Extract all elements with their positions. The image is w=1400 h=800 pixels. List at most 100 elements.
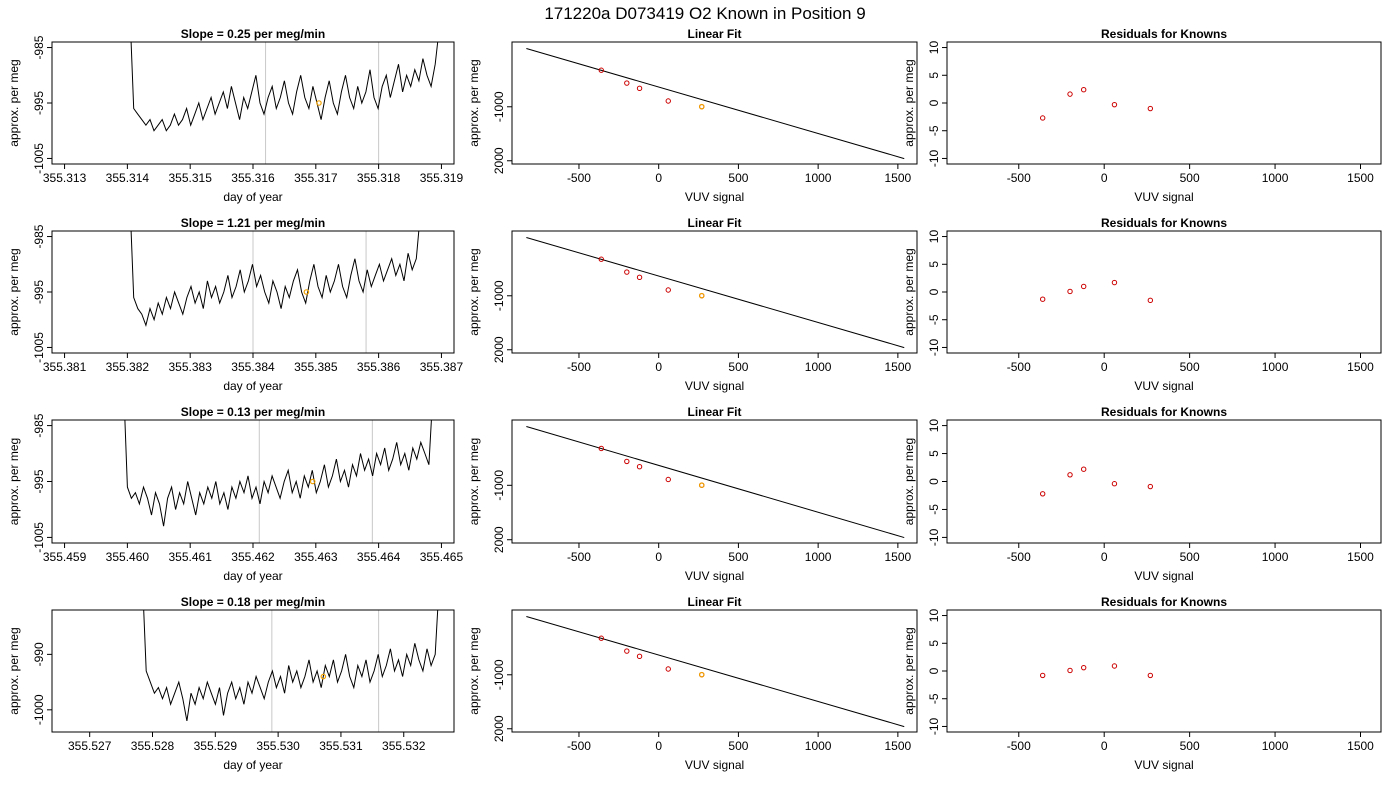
known-data-point bbox=[665, 98, 671, 104]
data-trace-line bbox=[130, 42, 439, 132]
x-axis-label: VUV signal bbox=[685, 190, 744, 204]
x-tick-label: 355.462 bbox=[231, 550, 275, 564]
x-tick-label: 1000 bbox=[805, 550, 832, 564]
x-tick-label: 355.313 bbox=[43, 171, 87, 185]
y-tick-label: 2000 bbox=[492, 336, 506, 363]
highlighted-point bbox=[316, 100, 322, 106]
x-tick-label: 355.319 bbox=[420, 171, 464, 185]
y-tick-label: -995 bbox=[32, 469, 46, 493]
x-tick-label: 355.532 bbox=[382, 739, 426, 753]
highlighted-point bbox=[303, 289, 310, 295]
x-axis-label: VUV signal bbox=[685, 569, 744, 583]
known-data-point bbox=[665, 476, 671, 483]
y-tick-label: -5 bbox=[927, 125, 941, 136]
known-data-point bbox=[624, 269, 630, 275]
panel-grid: 355.313 355.314 355.315 355.316 355.317 355.3… bbox=[7, 27, 1382, 772]
figure-title: 171220a D073419 O2 Known in Position 9 bbox=[544, 4, 865, 23]
y-tick-label: -1000 bbox=[32, 694, 46, 725]
known-data-point bbox=[665, 287, 671, 293]
x-tick-label: 355.315 bbox=[168, 171, 212, 185]
known-data-point bbox=[1039, 491, 1046, 497]
panel-3-3: -500 0 500 1000 1500 -10 -5 0 5 10 Residuals for K… bbox=[902, 405, 1382, 583]
known-data-point bbox=[1147, 105, 1154, 112]
x-tick-label: 355.386 bbox=[357, 360, 401, 374]
x-tick-label: 500 bbox=[728, 550, 748, 564]
panel-title: Slope = 0.18 per meg/min bbox=[181, 595, 325, 609]
x-tick-label: 1000 bbox=[805, 739, 832, 753]
x-tick-label: 355.460 bbox=[106, 550, 150, 564]
x-tick-label: 355.385 bbox=[294, 360, 338, 374]
panel-title: Slope = 0.25 per meg/min bbox=[181, 27, 325, 41]
y-tick-label: 2000 bbox=[492, 526, 506, 553]
data-trace-line bbox=[124, 420, 432, 527]
highlighted-point bbox=[698, 292, 705, 299]
y-tick-label: -995 bbox=[32, 280, 46, 304]
panel-title: Linear Fit bbox=[687, 27, 741, 41]
known-data-point bbox=[1067, 472, 1073, 478]
linear-fit-line bbox=[526, 615, 905, 728]
y-tick-label: 10 bbox=[927, 230, 941, 244]
y-tick-label: 5 bbox=[927, 261, 941, 268]
panel-title: Slope = 0.13 per meg/min bbox=[181, 405, 325, 419]
x-tick-label: -500 bbox=[1007, 171, 1031, 185]
highlighted-point bbox=[698, 482, 705, 489]
linear-fit-line bbox=[526, 426, 905, 539]
panel-title: Residuals for Knowns bbox=[1101, 27, 1227, 41]
x-axis-label: day of year bbox=[223, 569, 282, 583]
x-tick-label: -500 bbox=[567, 360, 591, 374]
x-axis-label: VUV signal bbox=[1134, 758, 1193, 772]
known-data-point bbox=[1080, 86, 1087, 93]
y-tick-label: -1005 bbox=[32, 143, 46, 174]
known-data-point bbox=[1039, 672, 1046, 679]
plot-frame bbox=[511, 230, 918, 354]
plot-frame bbox=[51, 41, 455, 165]
y-tick-label: -995 bbox=[32, 91, 46, 115]
known-data-point bbox=[1147, 672, 1154, 679]
panel-1-1: 355.313 355.314 355.315 355.316 355.317 355.3… bbox=[7, 27, 463, 204]
x-tick-label: 355.384 bbox=[231, 360, 275, 374]
x-tick-label: -500 bbox=[567, 550, 591, 564]
y-tick-label: -1005 bbox=[32, 522, 46, 553]
x-tick-label: 1500 bbox=[1347, 171, 1374, 185]
known-data-point bbox=[1147, 483, 1154, 490]
x-tick-label: 500 bbox=[1180, 171, 1200, 185]
x-tick-label: 355.381 bbox=[43, 360, 87, 374]
known-data-point bbox=[1111, 481, 1118, 487]
known-data-point bbox=[624, 648, 630, 654]
known-data-point bbox=[1067, 91, 1073, 97]
x-tick-label: 355.461 bbox=[168, 550, 212, 564]
x-tick-label: -500 bbox=[1007, 360, 1031, 374]
plot-frame bbox=[511, 609, 918, 733]
panel-1-3: -500 0 500 1000 1500 -10 -5 0 5 10 Residuals for K… bbox=[902, 27, 1382, 204]
known-data-point bbox=[1111, 101, 1118, 108]
x-tick-label: 0 bbox=[1101, 360, 1108, 374]
x-tick-label: 1000 bbox=[805, 360, 832, 374]
x-tick-label: 0 bbox=[1101, 171, 1108, 185]
y-tick-label: -985 bbox=[32, 35, 46, 59]
panel-title: Residuals for Knowns bbox=[1101, 405, 1227, 419]
plot-frame bbox=[51, 609, 455, 733]
x-tick-label: 500 bbox=[728, 171, 748, 185]
y-axis-label: approx. per meg bbox=[902, 438, 916, 525]
known-data-point bbox=[598, 67, 604, 73]
x-tick-label: 500 bbox=[1180, 360, 1200, 374]
y-axis-label: approx. per meg bbox=[467, 438, 481, 525]
panel-4-2: -500 0 500 1000 1500 -1000 2000 Linear Fit VUV s… bbox=[467, 595, 918, 772]
y-tick-label: -985 bbox=[32, 413, 46, 437]
x-tick-label: 355.464 bbox=[357, 550, 401, 564]
x-tick-label: 0 bbox=[655, 171, 662, 185]
y-tick-label: 2000 bbox=[492, 715, 506, 742]
x-tick-label: 355.318 bbox=[357, 171, 401, 185]
y-tick-label: -1000 bbox=[492, 659, 506, 690]
known-data-point bbox=[1147, 297, 1154, 304]
panel-title: Residuals for Knowns bbox=[1101, 216, 1227, 230]
x-tick-label: 1500 bbox=[885, 739, 912, 753]
panel-title: Linear Fit bbox=[687, 216, 741, 230]
known-data-point bbox=[1080, 466, 1087, 472]
x-tick-label: 500 bbox=[1180, 550, 1200, 564]
known-data-point bbox=[1067, 288, 1073, 295]
known-data-point bbox=[624, 80, 630, 86]
known-data-point bbox=[1039, 115, 1046, 121]
y-tick-label: 5 bbox=[927, 450, 941, 457]
